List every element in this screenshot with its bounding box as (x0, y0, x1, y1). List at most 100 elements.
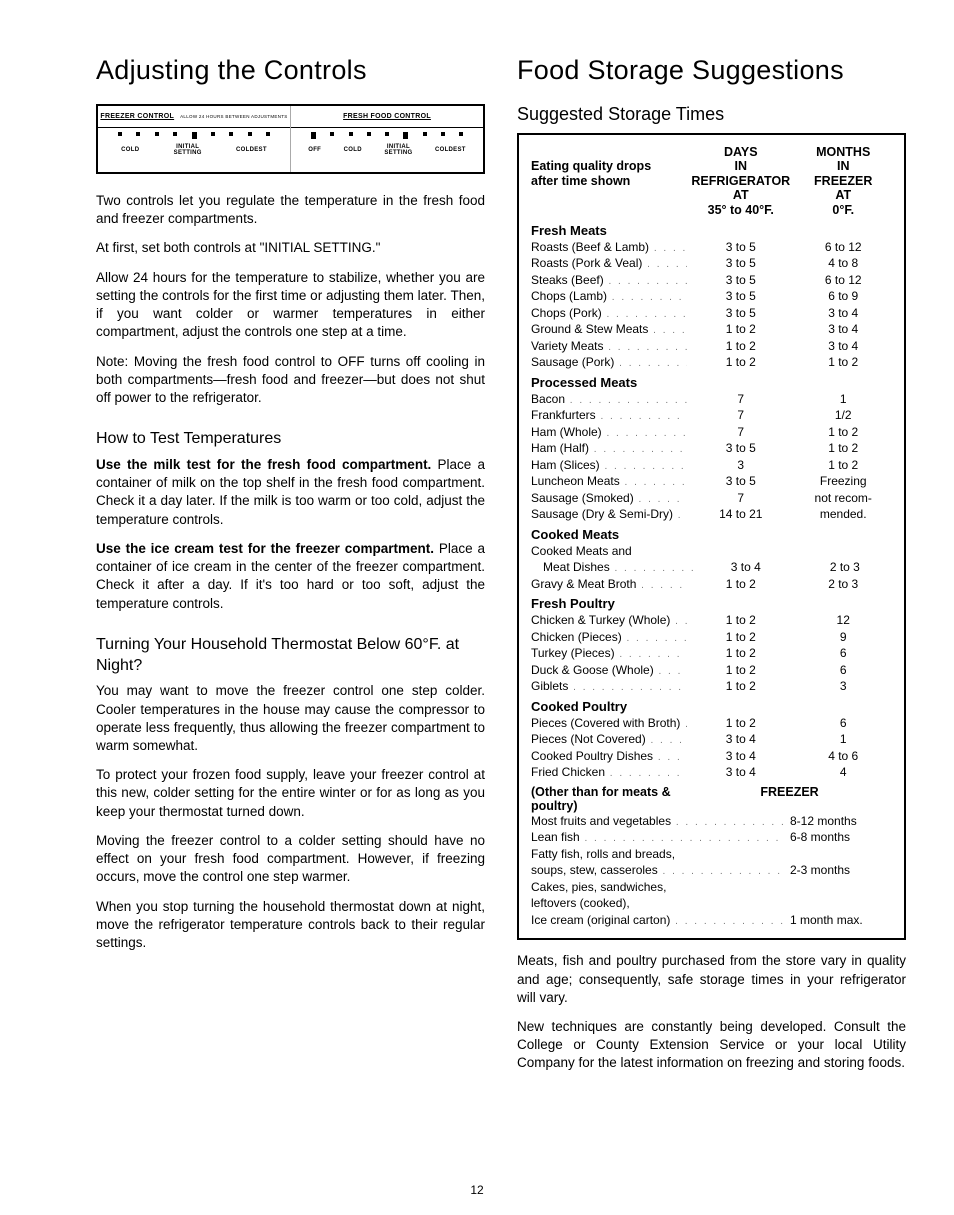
how-to-test-heading: How to Test Temperatures (96, 429, 485, 450)
row-value (786, 895, 892, 912)
page-number: 12 (470, 1183, 483, 1197)
table-row: Chops (Lamb)3 to 56 to 9 (531, 288, 892, 305)
table-row: Steaks (Beef)3 to 56 to 12 (531, 272, 892, 289)
table-section-header: Fresh Poultry (531, 596, 892, 611)
row-days: 1 to 2 (687, 629, 794, 646)
table-row: Chops (Pork)3 to 53 to 4 (531, 305, 892, 322)
p-two-controls: Two controls let you regulate the temper… (96, 192, 485, 228)
row-days: 3 to 5 (687, 473, 794, 490)
row-days: 3 to 4 (687, 764, 794, 781)
freezer-control-label: FREEZER CONTROL (100, 113, 174, 120)
row-months: 1 to 2 (794, 354, 892, 371)
row-months: mended. (794, 506, 892, 523)
table-row: Fried Chicken3 to 44 (531, 764, 892, 781)
row-days: 3 to 4 (687, 731, 794, 748)
row-name: Roasts (Pork & Veal) (531, 255, 687, 272)
row-months: 3 (794, 678, 892, 695)
row-name: Cooked Poultry Dishes (531, 748, 687, 765)
p-thermo-2: To protect your frozen food supply, leav… (96, 766, 485, 821)
row-months: 4 to 6 (794, 748, 892, 765)
row-name: Ham (Half) (531, 440, 687, 457)
table-section-header: Processed Meats (531, 375, 892, 390)
table-row: Meat Dishes3 to 42 to 3 (531, 559, 892, 576)
table-row: Frankfurters71/2 (531, 407, 892, 424)
row-days: 1 to 2 (687, 715, 794, 732)
row-name: Sausage (Dry & Semi-Dry) (531, 506, 687, 523)
row-name: Fried Chicken (531, 764, 687, 781)
row-months: 2 to 3 (798, 559, 892, 576)
row-name: Luncheon Meats (531, 473, 687, 490)
left-column: Adjusting the Controls FREEZER CONTROL A… (96, 55, 485, 1084)
table-row: Lean fish6-8 months (531, 829, 892, 846)
allow-24h-label: ALLOW 24 HOURS BETWEEN ADJUSTMENTS (180, 114, 287, 119)
table-row: Pieces (Covered with Broth)1 to 26 (531, 715, 892, 732)
table-row: Ice cream (original carton)1 month max. (531, 912, 892, 929)
p-allow-24: Allow 24 hours for the temperature to st… (96, 269, 485, 342)
hdr-eating-quality: Eating quality drops (531, 159, 651, 173)
row-name: Turkey (Pieces) (531, 645, 687, 662)
row-months: 4 (794, 764, 892, 781)
row-days: 3 to 5 (687, 255, 794, 272)
row-months: 1/2 (794, 407, 892, 424)
row-name: Chops (Pork) (531, 305, 687, 322)
row-name: Ice cream (original carton) (531, 912, 786, 929)
row-name: Pieces (Not Covered) (531, 731, 687, 748)
row-days: 1 to 2 (687, 645, 794, 662)
storage-times-table: Eating quality drops after time shown DA… (517, 133, 906, 940)
row-name: Chicken (Pieces) (531, 629, 687, 646)
table-row: Sausage (Dry & Semi-Dry)14 to 21mended. (531, 506, 892, 523)
table-row: Cakes, pies, sandwiches, (531, 879, 892, 896)
hdr-months: MONTHS (816, 145, 870, 159)
hdr-at1: AT (733, 188, 749, 202)
row-days: 3 to 5 (687, 305, 794, 322)
initial-setting-label: INITIALSETTING (174, 144, 202, 156)
row-name: Variety Meats (531, 338, 687, 355)
row-days: 3 (687, 457, 794, 474)
row-name: Lean fish (531, 829, 786, 846)
table-row: Most fruits and vegetables8-12 months (531, 813, 892, 830)
row-name: soups, stew, casseroles (531, 862, 786, 879)
adjusting-title: Adjusting the Controls (96, 55, 485, 86)
row-value: 8-12 months (786, 813, 892, 830)
row-days: 1 to 2 (687, 338, 794, 355)
table-row: Variety Meats1 to 23 to 4 (531, 338, 892, 355)
table-row: Roasts (Beef & Lamb)3 to 56 to 12 (531, 239, 892, 256)
row-months: 1 to 2 (794, 457, 892, 474)
table-section-header: Cooked Poultry (531, 699, 892, 714)
right-column: Food Storage Suggestions Suggested Stora… (517, 55, 906, 1084)
row-name: Bacon (531, 391, 687, 408)
hdr-zero: 0°F. (832, 203, 854, 217)
suggested-times-subtitle: Suggested Storage Times (517, 104, 906, 125)
p-new-techniques: New techniques are constantly being deve… (517, 1018, 906, 1073)
p-at-first: At first, set both controls at "INITIAL … (96, 239, 485, 257)
row-days: 14 to 21 (687, 506, 794, 523)
hdr-days: DAYS (724, 145, 758, 159)
row-name: Gravy & Meat Broth (531, 576, 687, 593)
table-row: Fatty fish, rolls and breads, (531, 846, 892, 863)
row-name: Pieces (Covered with Broth) (531, 715, 687, 732)
table-row: Bacon71 (531, 391, 892, 408)
row-months: 9 (794, 629, 892, 646)
row-months: 3 to 4 (794, 305, 892, 322)
row-months: 4 to 8 (794, 255, 892, 272)
row-name: Ham (Whole) (531, 424, 687, 441)
row-months: 6 to 9 (794, 288, 892, 305)
row-name: Fatty fish, rolls and breads, (531, 846, 786, 863)
row-name: Giblets (531, 678, 687, 695)
row-name: Duck & Goose (Whole) (531, 662, 687, 679)
row-days: 3 to 5 (687, 272, 794, 289)
table-row: Cooked Poultry Dishes3 to 44 to 6 (531, 748, 892, 765)
row-months: 12 (794, 612, 892, 629)
row-name: Steaks (Beef) (531, 272, 687, 289)
row-days: 3 to 5 (687, 239, 794, 256)
p-thermo-3: Moving the freezer control to a colder s… (96, 832, 485, 887)
thermostat-heading: Turning Your Household Thermostat Below … (96, 635, 485, 677)
row-value: 2-3 months (786, 862, 892, 879)
table-row: Duck & Goose (Whole)1 to 26 (531, 662, 892, 679)
hdr-refrig: REFRIGERATOR (691, 174, 790, 188)
row-months: 1 (794, 391, 892, 408)
row-days: 1 to 2 (687, 354, 794, 371)
row-days: 7 (687, 407, 794, 424)
row-months: 3 to 4 (794, 338, 892, 355)
table-row: soups, stew, casseroles2-3 months (531, 862, 892, 879)
